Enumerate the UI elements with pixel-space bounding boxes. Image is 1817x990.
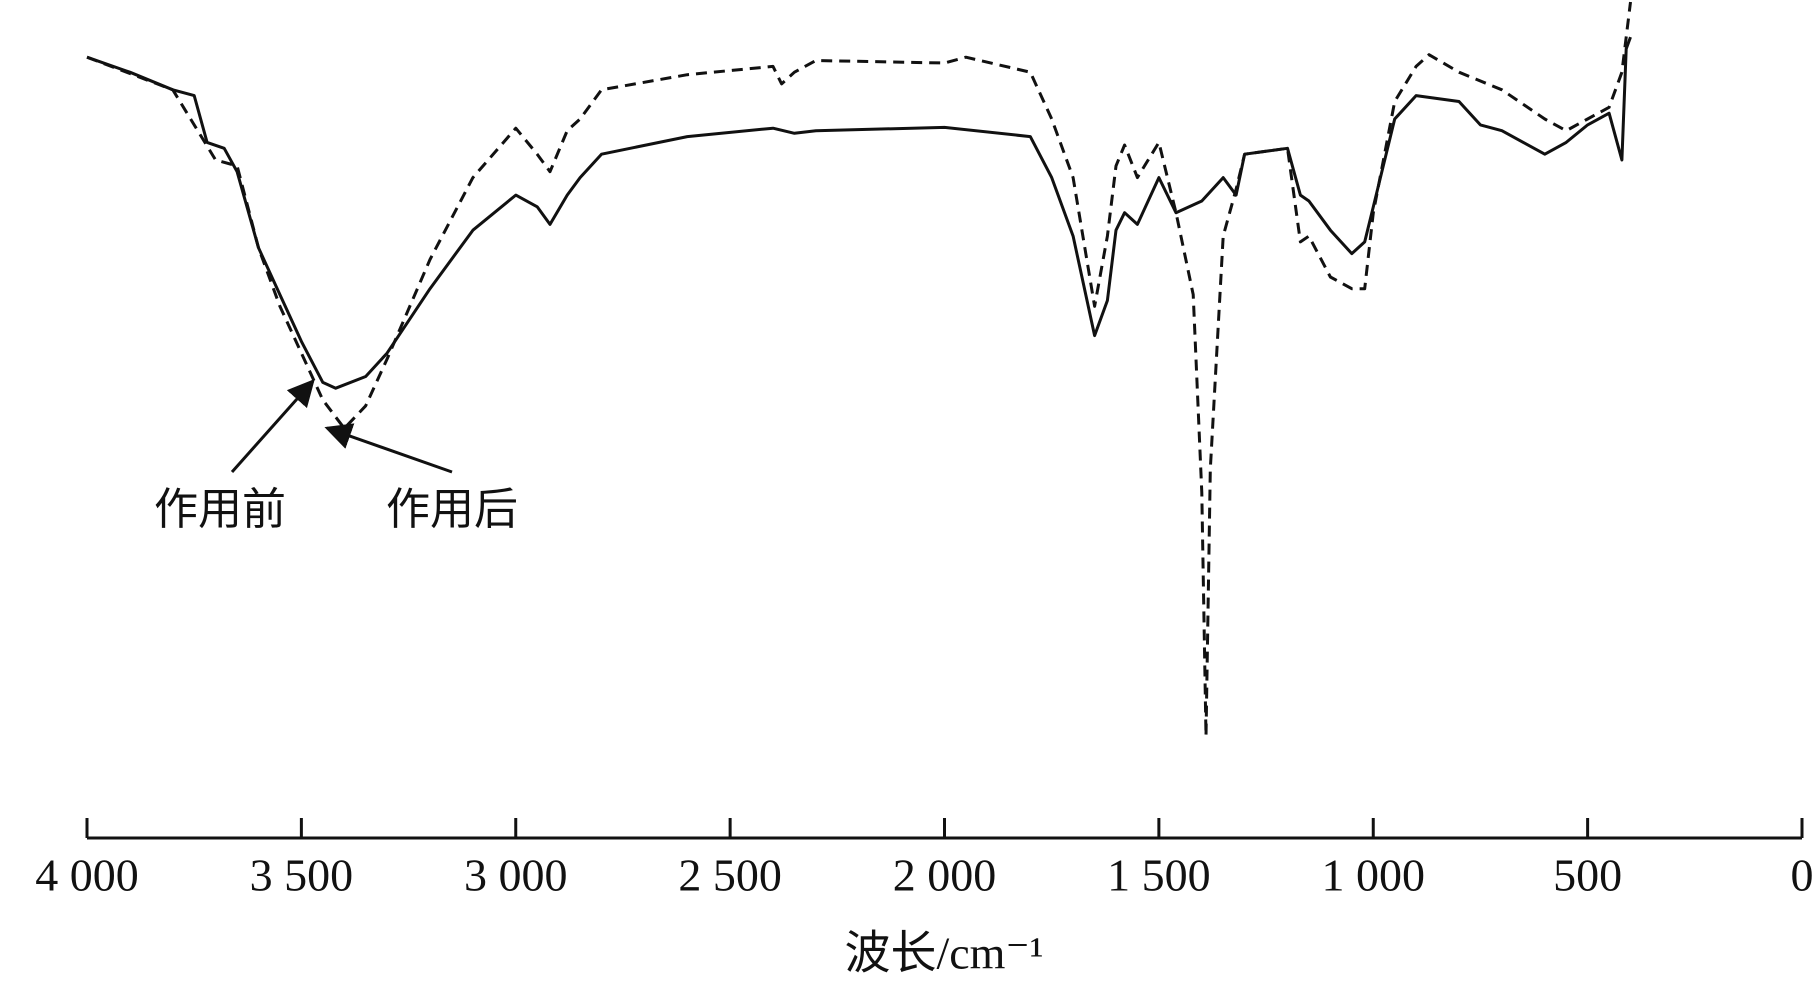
x-tick-label: 2 000 bbox=[893, 850, 997, 901]
arrow bbox=[324, 423, 453, 474]
x-axis-label: 波长/cm⁻¹ bbox=[844, 928, 1043, 979]
x-tick-label: 1 500 bbox=[1107, 850, 1211, 901]
x-tick-label: 500 bbox=[1553, 850, 1622, 901]
x-tick-label: 0 bbox=[1791, 850, 1814, 901]
arrow bbox=[230, 378, 315, 473]
x-tick-label: 4 000 bbox=[35, 850, 139, 901]
x-tick-label: 1 000 bbox=[1322, 850, 1426, 901]
series-line bbox=[86, 36, 1632, 390]
series-line bbox=[86, 1, 1632, 738]
annotation: 作用后 bbox=[386, 484, 518, 535]
annotation: 作用前 bbox=[154, 484, 286, 535]
x-tick-label: 3 500 bbox=[250, 850, 354, 901]
x-tick-label: 3 000 bbox=[464, 850, 568, 901]
x-tick-label: 2 500 bbox=[678, 850, 782, 901]
